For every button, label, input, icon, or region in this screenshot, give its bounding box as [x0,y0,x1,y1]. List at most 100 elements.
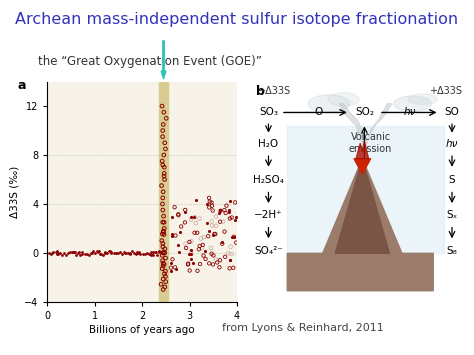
Point [192,220,200,226]
Point [216,257,224,263]
Point [226,216,234,222]
Point [139,251,146,257]
Text: +Δ33S: +Δ33S [429,86,463,96]
Point [130,250,138,256]
Text: SO₃: SO₃ [259,108,278,118]
Point [155,249,163,255]
Text: Volcanic
emission: Volcanic emission [349,132,392,154]
Point [228,251,236,257]
Point [189,261,197,266]
Point [227,244,234,250]
Point [73,252,80,257]
Point [211,231,219,237]
Point [169,257,176,262]
Point [158,266,166,272]
Point [160,173,168,179]
Point [184,262,192,267]
Point [60,250,68,256]
Point [231,200,239,205]
Point [171,204,178,210]
Point [159,231,166,237]
Point [187,248,195,254]
Point [52,249,59,255]
Point [167,265,175,271]
Point [50,249,57,255]
Text: from Lyons & Reinhard, 2011: from Lyons & Reinhard, 2011 [222,323,384,333]
Point [182,241,189,246]
Point [161,250,168,256]
Point [91,251,99,256]
Point [159,162,166,168]
Point [173,266,180,272]
Point [181,220,189,225]
Point [157,250,165,255]
Point [153,253,161,258]
Point [226,198,234,204]
Text: SO₂: SO₂ [355,108,374,118]
Point [106,248,113,254]
Point [97,251,105,257]
Point [46,250,53,256]
Point [108,250,115,256]
Point [160,229,167,235]
Point [159,128,166,133]
Point [53,248,61,254]
Point [81,251,88,257]
Point [74,250,82,256]
Point [160,228,167,234]
Point [135,250,142,256]
Point [182,209,189,215]
Point [174,212,182,217]
Point [118,252,126,257]
Point [201,248,209,254]
Point [226,209,233,215]
Text: −Δ33S: −Δ33S [258,86,291,96]
Text: b: b [256,85,265,98]
Point [208,200,215,206]
Text: Sₓ: Sₓ [447,210,457,220]
Point [174,212,182,218]
Point [160,213,167,219]
Point [209,232,216,237]
Point [219,219,227,224]
Point [168,233,176,238]
Point [172,233,179,238]
Point [54,250,62,256]
Point [87,251,94,256]
Point [162,146,169,152]
Point [208,251,215,257]
Point [159,207,166,213]
Point [101,249,109,255]
Point [229,265,237,271]
Point [160,249,167,255]
Point [230,234,238,240]
Point [230,235,238,240]
Point [136,249,143,255]
Point [157,282,165,287]
Point [219,241,226,247]
Point [69,250,77,255]
Text: S₈: S₈ [447,246,457,256]
Point [208,223,216,228]
Point [127,250,134,256]
Point [210,231,218,237]
Point [160,225,168,231]
Point [107,249,114,255]
Point [197,236,205,241]
Point [54,251,61,256]
Point [122,250,130,256]
Polygon shape [354,159,371,174]
Point [158,183,165,189]
Point [162,279,170,284]
Point [88,251,96,256]
Point [188,247,195,253]
Point [187,217,195,223]
Point [101,251,109,256]
Point [70,249,78,255]
Point [232,214,240,220]
Text: the “Great Oxygenation Event (GOE)”: the “Great Oxygenation Event (GOE)” [38,55,262,68]
Point [147,249,155,255]
Point [159,261,167,266]
Point [78,251,85,257]
Point [216,219,224,225]
